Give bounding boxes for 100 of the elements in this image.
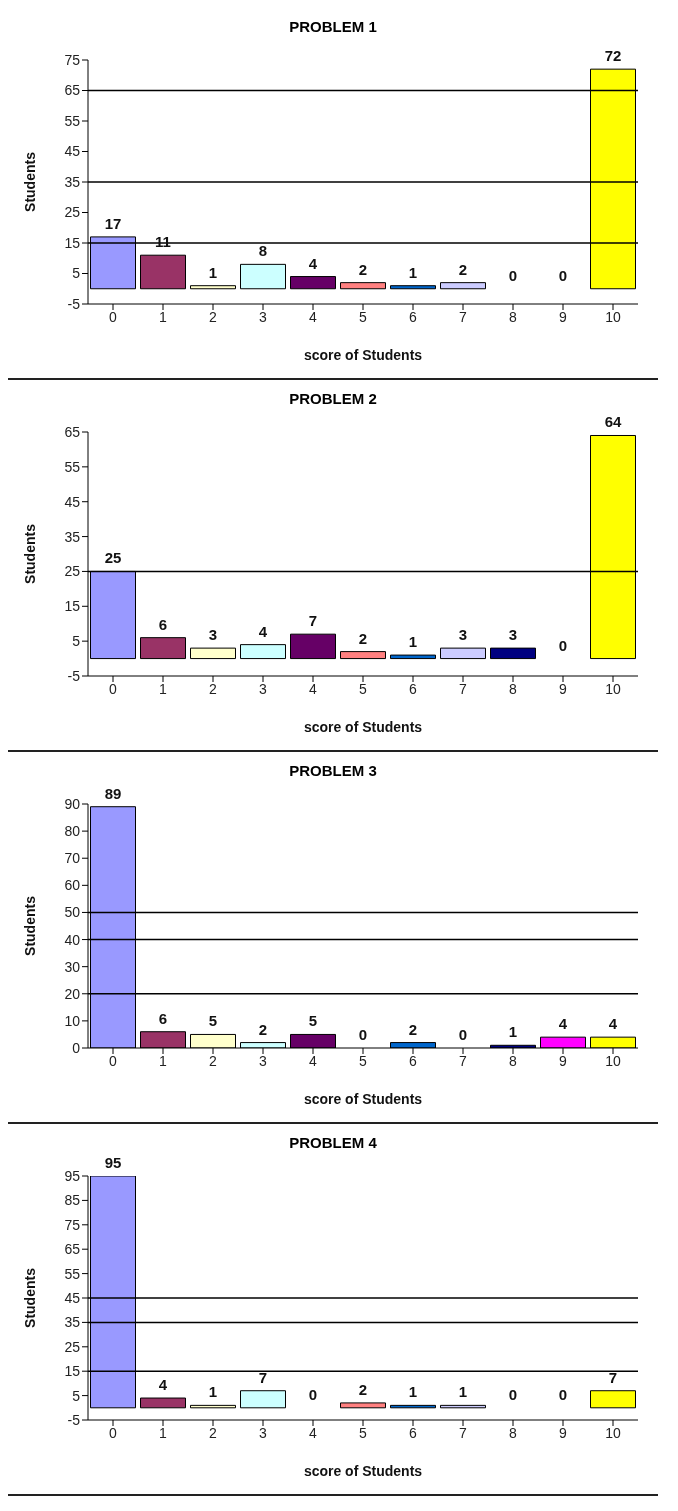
data-label: 95 bbox=[104, 1154, 122, 1171]
bar bbox=[440, 282, 486, 290]
data-label: 2 bbox=[258, 1020, 268, 1038]
x-tick-label: 10 bbox=[605, 308, 621, 325]
bar bbox=[340, 1402, 386, 1409]
x-tick-label: 10 bbox=[605, 1052, 621, 1069]
data-label: 1 bbox=[208, 263, 218, 281]
data-label: 72 bbox=[604, 47, 622, 65]
data-label: 64 bbox=[604, 413, 622, 431]
y-tick-label: 75 bbox=[64, 1216, 81, 1233]
data-label: 2 bbox=[358, 260, 368, 278]
bar bbox=[140, 1397, 186, 1409]
y-tick-label: 0 bbox=[72, 1039, 81, 1056]
x-tick-label: 10 bbox=[605, 1424, 621, 1441]
y-axis-title: Students bbox=[21, 895, 38, 956]
bar bbox=[290, 276, 336, 290]
y-tick-label: 95 bbox=[64, 1167, 81, 1184]
x-tick-label: 10 bbox=[605, 680, 621, 697]
y-tick-label: 55 bbox=[64, 1265, 81, 1282]
bar bbox=[340, 651, 386, 660]
data-label: 1 bbox=[208, 1383, 218, 1401]
data-label: 89 bbox=[104, 784, 122, 802]
x-tick-label: 0 bbox=[109, 1424, 118, 1441]
y-axis-title: Students bbox=[21, 1267, 38, 1328]
y-tick-label: 55 bbox=[64, 458, 81, 475]
y-axis-title: Students bbox=[21, 523, 38, 584]
bar bbox=[290, 633, 336, 660]
x-tick-label: 5 bbox=[359, 680, 368, 697]
bar bbox=[390, 285, 436, 290]
data-label: 8 bbox=[258, 242, 268, 260]
y-tick-label: -5 bbox=[67, 667, 81, 684]
data-label: 25 bbox=[104, 549, 122, 567]
y-tick-label: 20 bbox=[64, 985, 81, 1002]
x-tick-label: 3 bbox=[259, 1052, 268, 1069]
x-tick-label: 6 bbox=[409, 1424, 418, 1441]
data-label: 5 bbox=[308, 1012, 318, 1030]
data-label: 1 bbox=[408, 633, 418, 651]
y-tick-label: 65 bbox=[64, 82, 81, 99]
data-label: 0 bbox=[558, 1385, 568, 1403]
data-label: 0 bbox=[508, 1385, 518, 1403]
bar bbox=[340, 282, 386, 290]
y-tick-label: 35 bbox=[64, 1314, 81, 1331]
data-label: 7 bbox=[258, 1368, 268, 1386]
x-tick-label: 2 bbox=[209, 308, 218, 325]
bar bbox=[440, 647, 486, 660]
x-tick-label: 1 bbox=[159, 680, 168, 697]
y-tick-label: 65 bbox=[64, 1241, 81, 1258]
x-axis-title: score of Students bbox=[303, 1091, 423, 1107]
x-tick-label: 6 bbox=[409, 1052, 418, 1069]
data-label: 0 bbox=[558, 266, 568, 284]
data-label: 4 bbox=[558, 1015, 568, 1033]
bar bbox=[190, 285, 236, 290]
chart-title: PROBLEM 2 bbox=[288, 389, 378, 409]
y-tick-label: 25 bbox=[64, 204, 81, 221]
y-tick-label: 25 bbox=[64, 563, 81, 580]
data-label: 0 bbox=[308, 1385, 318, 1403]
data-label: 1 bbox=[508, 1023, 518, 1041]
chart-title: PROBLEM 1 bbox=[288, 17, 378, 37]
data-label: 2 bbox=[358, 629, 368, 647]
x-tick-label: 3 bbox=[259, 308, 268, 325]
y-tick-label: 90 bbox=[64, 795, 81, 812]
data-label: 1 bbox=[408, 263, 418, 281]
y-tick-label: 30 bbox=[64, 958, 81, 975]
y-tick-label: 75 bbox=[64, 51, 81, 68]
data-label: 3 bbox=[208, 626, 218, 644]
y-tick-label: 15 bbox=[64, 598, 81, 615]
x-tick-label: 4 bbox=[309, 1052, 318, 1069]
y-tick-label: 5 bbox=[72, 633, 81, 650]
y-tick-label: 10 bbox=[64, 1012, 81, 1029]
data-label: 0 bbox=[508, 266, 518, 284]
data-label: 4 bbox=[158, 1376, 168, 1394]
x-tick-label: 3 bbox=[259, 680, 268, 697]
y-tick-label: 80 bbox=[64, 823, 81, 840]
y-tick-label: 15 bbox=[64, 234, 81, 251]
data-label: 2 bbox=[408, 1020, 418, 1038]
x-tick-label: 6 bbox=[409, 680, 418, 697]
x-tick-label: 5 bbox=[359, 1424, 368, 1441]
x-axis-title: score of Students bbox=[303, 1463, 423, 1479]
x-tick-label: 9 bbox=[559, 308, 568, 325]
data-label: 0 bbox=[558, 636, 568, 654]
data-label: 0 bbox=[358, 1026, 368, 1043]
y-tick-label: 60 bbox=[64, 877, 81, 894]
data-label: 5 bbox=[208, 1012, 218, 1030]
x-tick-label: 0 bbox=[109, 308, 118, 325]
x-tick-label: 4 bbox=[309, 308, 318, 325]
data-label: 1 bbox=[408, 1383, 418, 1401]
bar bbox=[240, 1390, 286, 1409]
bar bbox=[490, 647, 536, 660]
x-tick-label: 2 bbox=[209, 1052, 218, 1069]
x-axis-title: score of Students bbox=[303, 347, 423, 363]
x-tick-label: 3 bbox=[259, 1424, 268, 1441]
x-tick-label: 8 bbox=[509, 680, 518, 697]
x-tick-label: 5 bbox=[359, 1052, 368, 1069]
data-label: 2 bbox=[358, 1380, 368, 1398]
y-tick-label: 65 bbox=[64, 423, 81, 440]
y-tick-label: 5 bbox=[72, 1387, 81, 1404]
y-axis-title: Students bbox=[21, 151, 38, 212]
data-label: 3 bbox=[458, 626, 468, 644]
y-tick-label: 45 bbox=[64, 143, 81, 160]
bar bbox=[390, 654, 436, 660]
